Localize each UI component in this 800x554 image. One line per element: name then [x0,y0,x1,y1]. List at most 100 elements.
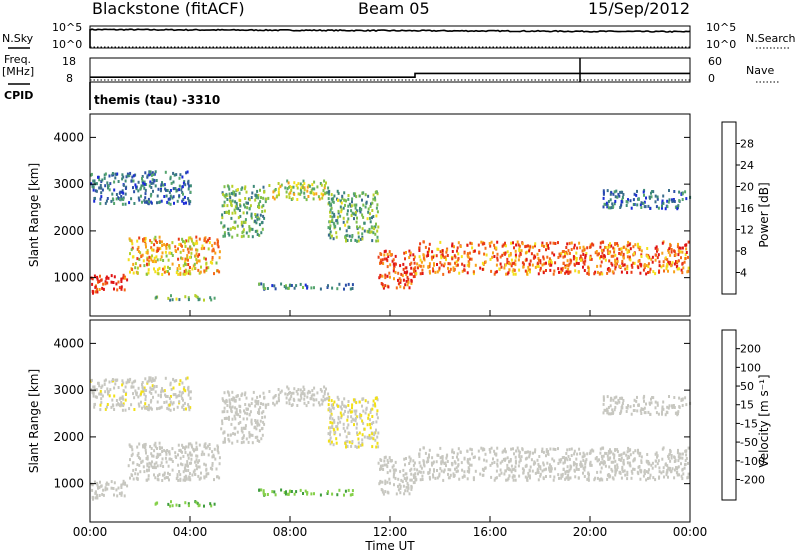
power-cell-6 [422,240,425,244]
power-cell-6 [451,244,454,248]
power-cell-5 [388,271,391,275]
velocity-cell-2 [254,435,257,439]
velocity-cell-1 [162,473,164,477]
power-cell-3 [295,183,298,187]
velocity-cell-6 [586,452,589,456]
power-cell-6 [669,260,671,264]
power-cell-5 [402,278,405,282]
velocity-cell-1 [178,470,181,473]
power-cell-5 [397,282,400,286]
velocity-cell-4 [336,427,339,431]
velocity-cell-6 [508,468,511,471]
velocity-cell-2 [247,440,250,444]
velocity-cell-9 [114,382,117,386]
power-cell-6 [600,255,603,259]
velocity-cell-2 [240,426,243,430]
velocity-cell-4 [354,416,357,420]
power-cell-6 [574,269,577,273]
power-cell-6 [537,256,540,260]
power-cell-9 [124,179,127,183]
velocity-cell-9 [159,395,162,399]
velocity-cell-1 [153,473,155,477]
velocity-cell-6 [587,476,590,480]
velocity-cell-3 [320,389,323,393]
velocity-cell-3 [288,391,290,395]
velocity-cell-0 [100,484,103,488]
power-cell-4 [368,227,371,231]
power-cell-5 [399,264,402,268]
velocity-cell-6 [626,450,629,454]
velocity-cell-6 [448,476,451,480]
power-cell-3 [302,179,305,183]
power-cell-6 [566,269,569,273]
power-cell-1 [212,249,215,253]
velocity-cell-5 [405,485,408,489]
power-cell-4 [331,215,334,219]
power-cell-6 [522,262,525,266]
velocity-cell-1 [205,467,208,471]
power-cell-6 [684,256,687,260]
velocity-cell-4 [361,443,364,447]
velocity-cell-8 [264,493,267,497]
power-cell-4 [369,205,372,208]
power-cell-9 [135,187,138,191]
velocity-cell-1 [209,466,212,470]
power-cell-6 [589,245,592,249]
velocity-cell-9 [172,386,175,390]
velocity-cell-9 [169,383,172,387]
velocity-cell-3 [323,390,326,394]
power-cell-6 [589,256,592,260]
power-cell-10 [613,190,616,194]
velocity-cell-9 [149,378,152,382]
velocity-cell-6 [570,447,573,451]
velocity-cell-10 [678,396,681,400]
velocity-cell-6 [509,468,512,472]
velocity-cell-0 [117,486,120,490]
power-cell-6 [456,246,459,250]
velocity-cell-6 [432,461,435,465]
velocity-cell-4 [361,438,364,442]
power-cell-6 [546,255,549,259]
velocity-cell-1 [130,454,133,458]
power-cell-10 [671,198,673,202]
velocity-cell-5 [381,464,384,468]
velocity-cell-4 [367,400,370,404]
power-cell-9 [140,184,143,188]
power-cell-6 [646,247,649,250]
velocity-cell-1 [146,456,149,460]
power-cell-10 [651,190,654,193]
velocity-cell-5 [389,469,392,473]
velocity-cell-7 [155,501,158,505]
power-cell-6 [610,261,613,265]
power-cell-2 [228,187,231,191]
velocity-cell-4 [375,412,378,416]
velocity-cell-2 [241,430,244,434]
power-cell-6 [575,259,578,263]
velocity-cell-6 [456,455,458,459]
velocity-cell-3 [318,403,321,407]
power-cell-2 [242,228,245,232]
power-cell-6 [541,263,544,267]
power-cell-3 [272,190,275,194]
velocity-cell-9 [132,380,135,384]
velocity-cell-0 [120,491,123,495]
power-cell-0 [113,275,116,279]
power-cell-2 [256,213,259,217]
power-cell-6 [522,265,525,269]
velocity-cell-5 [386,480,389,484]
power-cell-6 [573,246,576,250]
power-cell-9 [128,173,131,177]
power-cell-1 [153,256,156,260]
power-cell-6 [532,245,534,249]
velocity-cell-1 [187,469,190,472]
velocity-cell-6 [483,458,486,462]
velocity-cell-6 [477,449,480,453]
velocity-cell-2 [262,402,265,406]
velocity-cell-1 [205,446,208,450]
velocity-cell-6 [468,457,471,461]
power-cell-9 [104,201,107,205]
power-cell-1 [129,239,132,242]
power-cell-6 [434,270,437,274]
velocity-cell-6 [686,476,689,480]
velocity-cell-9 [152,379,155,383]
